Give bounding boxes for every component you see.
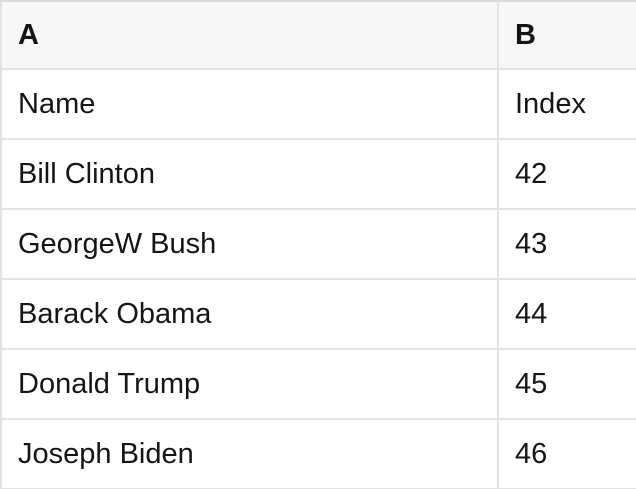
cell-b1[interactable]: Index	[499, 70, 636, 138]
cell-b2[interactable]: 42	[499, 140, 636, 208]
cell-a2-text: Bill Clinton	[18, 157, 155, 190]
cell-b5-text: 45	[515, 367, 548, 400]
cell-a4[interactable]: Barack Obama	[2, 280, 499, 348]
column-header-b-label: B	[515, 18, 536, 51]
cell-b2-text: 42	[515, 157, 548, 190]
table-row-5: Donald Trump 45	[2, 350, 636, 420]
column-header-a[interactable]: A	[2, 2, 499, 68]
cell-b3[interactable]: 43	[499, 210, 636, 278]
cell-b3-text: 43	[515, 227, 548, 260]
table-row-1: Name Index	[2, 70, 636, 140]
cell-a1[interactable]: Name	[2, 70, 499, 138]
cell-a6[interactable]: Joseph Biden	[2, 420, 499, 488]
column-header-b[interactable]: B	[499, 2, 636, 68]
cell-a5[interactable]: Donald Trump	[2, 350, 499, 418]
table-row-6: Joseph Biden 46	[2, 420, 636, 489]
table-row-2: Bill Clinton 42	[2, 140, 636, 210]
cell-a3-text: GeorgeW Bush	[18, 227, 217, 260]
cell-b1-text: Index	[515, 87, 586, 120]
cell-a2[interactable]: Bill Clinton	[2, 140, 499, 208]
cell-b4[interactable]: 44	[499, 280, 636, 348]
cell-b6-text: 46	[515, 437, 548, 470]
cell-b6[interactable]: 46	[499, 420, 636, 488]
cell-a3[interactable]: GeorgeW Bush	[2, 210, 499, 278]
cell-a1-text: Name	[18, 87, 96, 120]
column-header-a-label: A	[18, 18, 39, 51]
cell-b4-text: 44	[515, 297, 548, 330]
table-row-3: GeorgeW Bush 43	[2, 210, 636, 280]
column-header-row: A B	[2, 2, 636, 70]
cell-b5[interactable]: 45	[499, 350, 636, 418]
cell-a4-text: Barack Obama	[18, 297, 212, 330]
cell-a6-text: Joseph Biden	[18, 437, 194, 470]
table-row-4: Barack Obama 44	[2, 280, 636, 350]
cell-a5-text: Donald Trump	[18, 367, 201, 400]
